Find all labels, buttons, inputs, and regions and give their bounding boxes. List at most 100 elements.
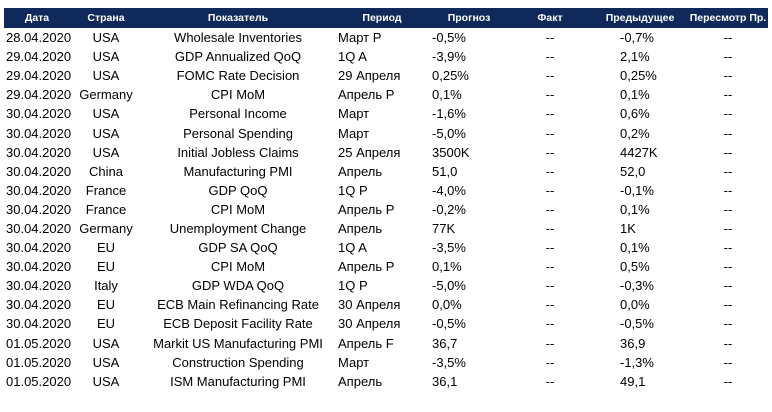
date-cell: 30.04.2020 [6,144,72,160]
forecast-cell: -3,5% [432,240,466,256]
date-cell: 30.04.2020 [6,240,72,256]
table-row: 30.04.2020 China Manufacturing PMI Апрель 51… [4,162,768,181]
header-previous: Предыдущее [605,12,675,24]
country-cell: France [85,201,127,217]
revision-cell: -- [723,182,733,198]
fact-cell: -- [545,354,555,370]
fact-cell: -- [545,30,555,46]
period-cell: Март [338,106,370,122]
forecast-cell: -0,5% [432,30,466,46]
country-cell: USA [92,30,120,46]
revision-cell: -- [723,335,733,351]
table-row: 30.04.2020 EU ECB Main Refinancing Rate 30 … [4,295,768,314]
table-header: Дата Страна Показатель Период Прогноз Фа… [4,8,768,28]
date-cell: 30.04.2020 [6,220,72,236]
date-cell: 30.04.2020 [6,316,72,332]
country-cell: USA [92,68,120,84]
date-cell: 30.04.2020 [6,297,72,313]
revision-cell: -- [723,49,733,65]
fact-cell: -- [545,163,555,179]
previous-cell: 52,0 [620,163,646,179]
period-cell: Апрель P [338,87,395,103]
date-cell: 30.04.2020 [6,201,72,217]
revision-cell: -- [723,316,733,332]
previous-cell: -0,7% [620,30,654,46]
forecast-cell: -5,0% [432,125,466,141]
table-row: 30.04.2020 Italy GDP WDA QoQ 1Q P -5,0% -- -0,… [4,276,768,295]
country-cell: EU [96,316,116,332]
economic-calendar-table: Дата Страна Показатель Период Прогноз Фа… [4,8,768,391]
revision-cell: -- [723,373,733,389]
forecast-cell: -3,5% [432,354,466,370]
previous-cell: -0,3% [620,278,654,294]
period-cell: 1Q P [338,182,368,198]
country-cell: EU [96,259,116,275]
previous-cell: 0,25% [620,68,657,84]
table-row: 30.04.2020 Germany Unemployment Change Апре… [4,219,768,238]
indicator-cell: Wholesale Inventories [174,30,302,46]
period-cell: Апрель [338,163,383,179]
date-cell: 01.05.2020 [6,373,72,389]
fact-cell: -- [545,144,555,160]
country-cell: USA [92,49,120,65]
indicator-cell: ISM Manufacturing PMI [170,373,306,389]
previous-cell: 4427K [620,144,658,160]
period-cell: Март [338,125,370,141]
revision-cell: -- [723,220,733,236]
fact-cell: -- [545,220,555,236]
revision-cell: -- [723,87,733,103]
forecast-cell: 3500K [432,144,470,160]
period-cell: Март [338,354,370,370]
previous-cell: 0,6% [620,106,650,122]
country-cell: EU [96,297,116,313]
fact-cell: -- [545,68,555,84]
forecast-cell: 36,7 [432,335,458,351]
revision-cell: -- [723,297,733,313]
header-indicator: Показатель [207,12,269,24]
indicator-cell: ECB Main Refinancing Rate [157,297,319,313]
period-cell: 29 Апреля [338,68,401,84]
table-body: 28.04.2020 USA Wholesale Inventories Март P… [4,28,768,391]
fact-cell: -- [545,259,555,275]
table-row: 30.04.2020 France GDP QoQ 1Q P -4,0% -- -0,1% -… [4,181,768,200]
indicator-cell: GDP SA QoQ [198,240,278,256]
table-row: 28.04.2020 USA Wholesale Inventories Март P… [4,28,768,47]
revision-cell: -- [723,259,733,275]
indicator-cell: CPI MoM [210,201,266,217]
revision-cell: -- [723,68,733,84]
fact-cell: -- [545,125,555,141]
country-cell: USA [92,144,120,160]
header-row: Дата Страна Показатель Период Прогноз Фа… [4,8,768,28]
table-row: 01.05.2020 USA Construction Spending Март -3… [4,353,768,372]
fact-cell: -- [545,49,555,65]
header-date: Дата [24,12,50,24]
indicator-cell: GDP Annualized QoQ [174,49,302,65]
forecast-cell: -5,0% [432,278,466,294]
table-row: 29.04.2020 Germany CPI MoM Апрель P 0,1% -- 0,… [4,85,768,104]
previous-cell: 2,1% [620,49,650,65]
fact-cell: -- [545,335,555,351]
period-cell: Апрель F [338,335,394,351]
previous-cell: 49,1 [620,373,646,389]
forecast-cell: 36,1 [432,373,458,389]
header-forecast: Прогноз [447,12,491,24]
previous-cell: -0,5% [620,316,654,332]
table-row: 29.04.2020 USA FOMC Rate Decision 29 Апреля… [4,66,768,85]
forecast-cell: 0,0% [432,297,462,313]
country-cell: USA [92,373,120,389]
previous-cell: 0,1% [620,201,650,217]
revision-cell: -- [723,106,733,122]
date-cell: 29.04.2020 [6,68,72,84]
fact-cell: -- [545,240,555,256]
period-cell: 30 Апреля [338,316,401,332]
period-cell: 25 Апреля [338,144,401,160]
forecast-cell: 0,1% [432,87,462,103]
revision-cell: -- [723,201,733,217]
forecast-cell: 0,25% [432,68,469,84]
revision-cell: -- [723,30,733,46]
indicator-cell: CPI MoM [210,259,266,275]
revision-cell: -- [723,240,733,256]
forecast-cell: -3,9% [432,49,466,65]
previous-cell: 1K [620,220,636,236]
indicator-cell: Manufacturing PMI [183,163,293,179]
